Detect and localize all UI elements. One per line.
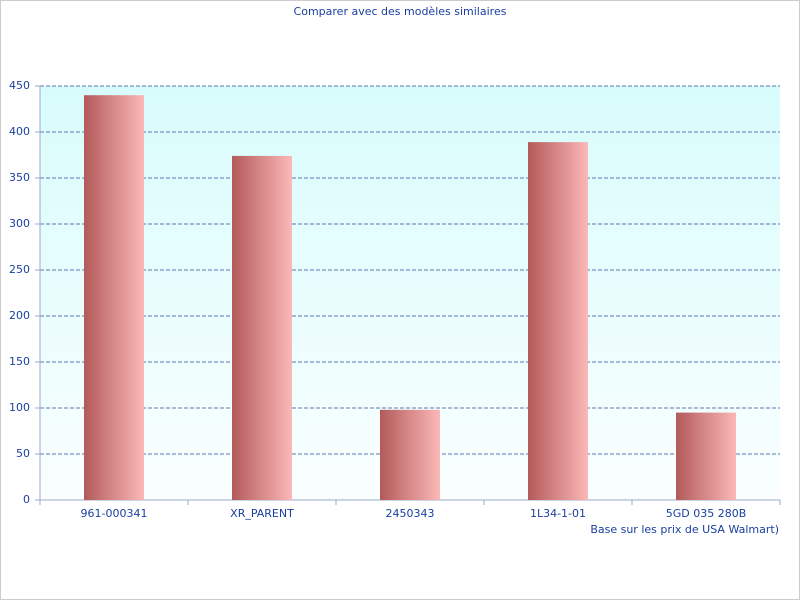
bar <box>84 95 144 500</box>
y-tick-label: 100 <box>9 401 30 414</box>
x-tick-label: 961-000341 <box>81 507 148 520</box>
y-tick-label: 350 <box>9 171 30 184</box>
x-axis-label: Base sur les prix de USA Walmart) <box>590 523 779 536</box>
y-tick-label: 50 <box>16 447 30 460</box>
y-tick-label: 200 <box>9 309 30 322</box>
y-tick-label: 300 <box>9 217 30 230</box>
y-tick-label: 0 <box>23 493 30 506</box>
x-tick-label: 2450343 <box>386 507 435 520</box>
bar <box>232 155 292 501</box>
bar <box>380 409 440 500</box>
y-tick-label: 450 <box>9 79 30 92</box>
y-tick-label: 400 <box>9 125 30 138</box>
bar <box>528 142 588 500</box>
y-tick-label: 150 <box>9 355 30 368</box>
bar <box>676 412 736 500</box>
y-tick-label: 250 <box>9 263 30 276</box>
chart-title: Comparer avec des modèles similaires <box>294 5 507 18</box>
x-tick-label: XR_PARENT <box>230 507 294 520</box>
x-tick-label: 1L34-1-01 <box>530 507 586 520</box>
x-tick-label: 5GD 035 280B <box>666 507 747 520</box>
